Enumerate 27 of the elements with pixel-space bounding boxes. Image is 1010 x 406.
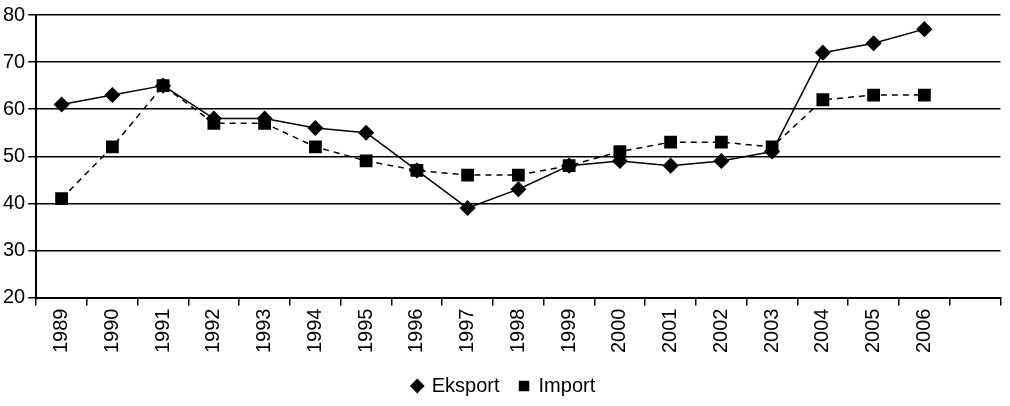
x-tick-label: 2006 [911, 308, 934, 354]
y-tick-label: 60 [3, 96, 26, 119]
y-tick-label: 20 [3, 285, 26, 308]
x-tick-label: 1997 [455, 308, 478, 354]
x-tick-label: 1989 [49, 308, 72, 354]
x-tick-label: 1991 [150, 308, 173, 354]
y-tick-label: 50 [3, 143, 26, 166]
x-tick-label: 1999 [556, 308, 579, 354]
x-tick-label: 2000 [607, 308, 630, 354]
x-tick-label: 1994 [302, 308, 325, 354]
x-tick-label: 2003 [759, 308, 782, 354]
x-tick-label: 1990 [99, 308, 122, 354]
legend-label: Eksport [431, 373, 500, 396]
x-tick-label: 2002 [708, 308, 731, 354]
y-tick-label: 80 [3, 2, 26, 25]
y-tick-label: 70 [3, 49, 26, 72]
x-tick-label: 1996 [404, 308, 427, 354]
x-tick-label: 1995 [353, 308, 376, 354]
legend-label: Import [538, 373, 596, 396]
x-tick-label: 2001 [658, 308, 681, 354]
y-tick-label: 40 [3, 190, 26, 213]
x-tick-label: 2005 [861, 308, 884, 354]
y-tick-label: 30 [3, 237, 26, 260]
x-tick-label: 1998 [505, 308, 528, 354]
x-tick-label: 1993 [252, 308, 275, 354]
x-tick-label: 1992 [201, 308, 224, 354]
x-tick-label: 2004 [810, 308, 833, 354]
